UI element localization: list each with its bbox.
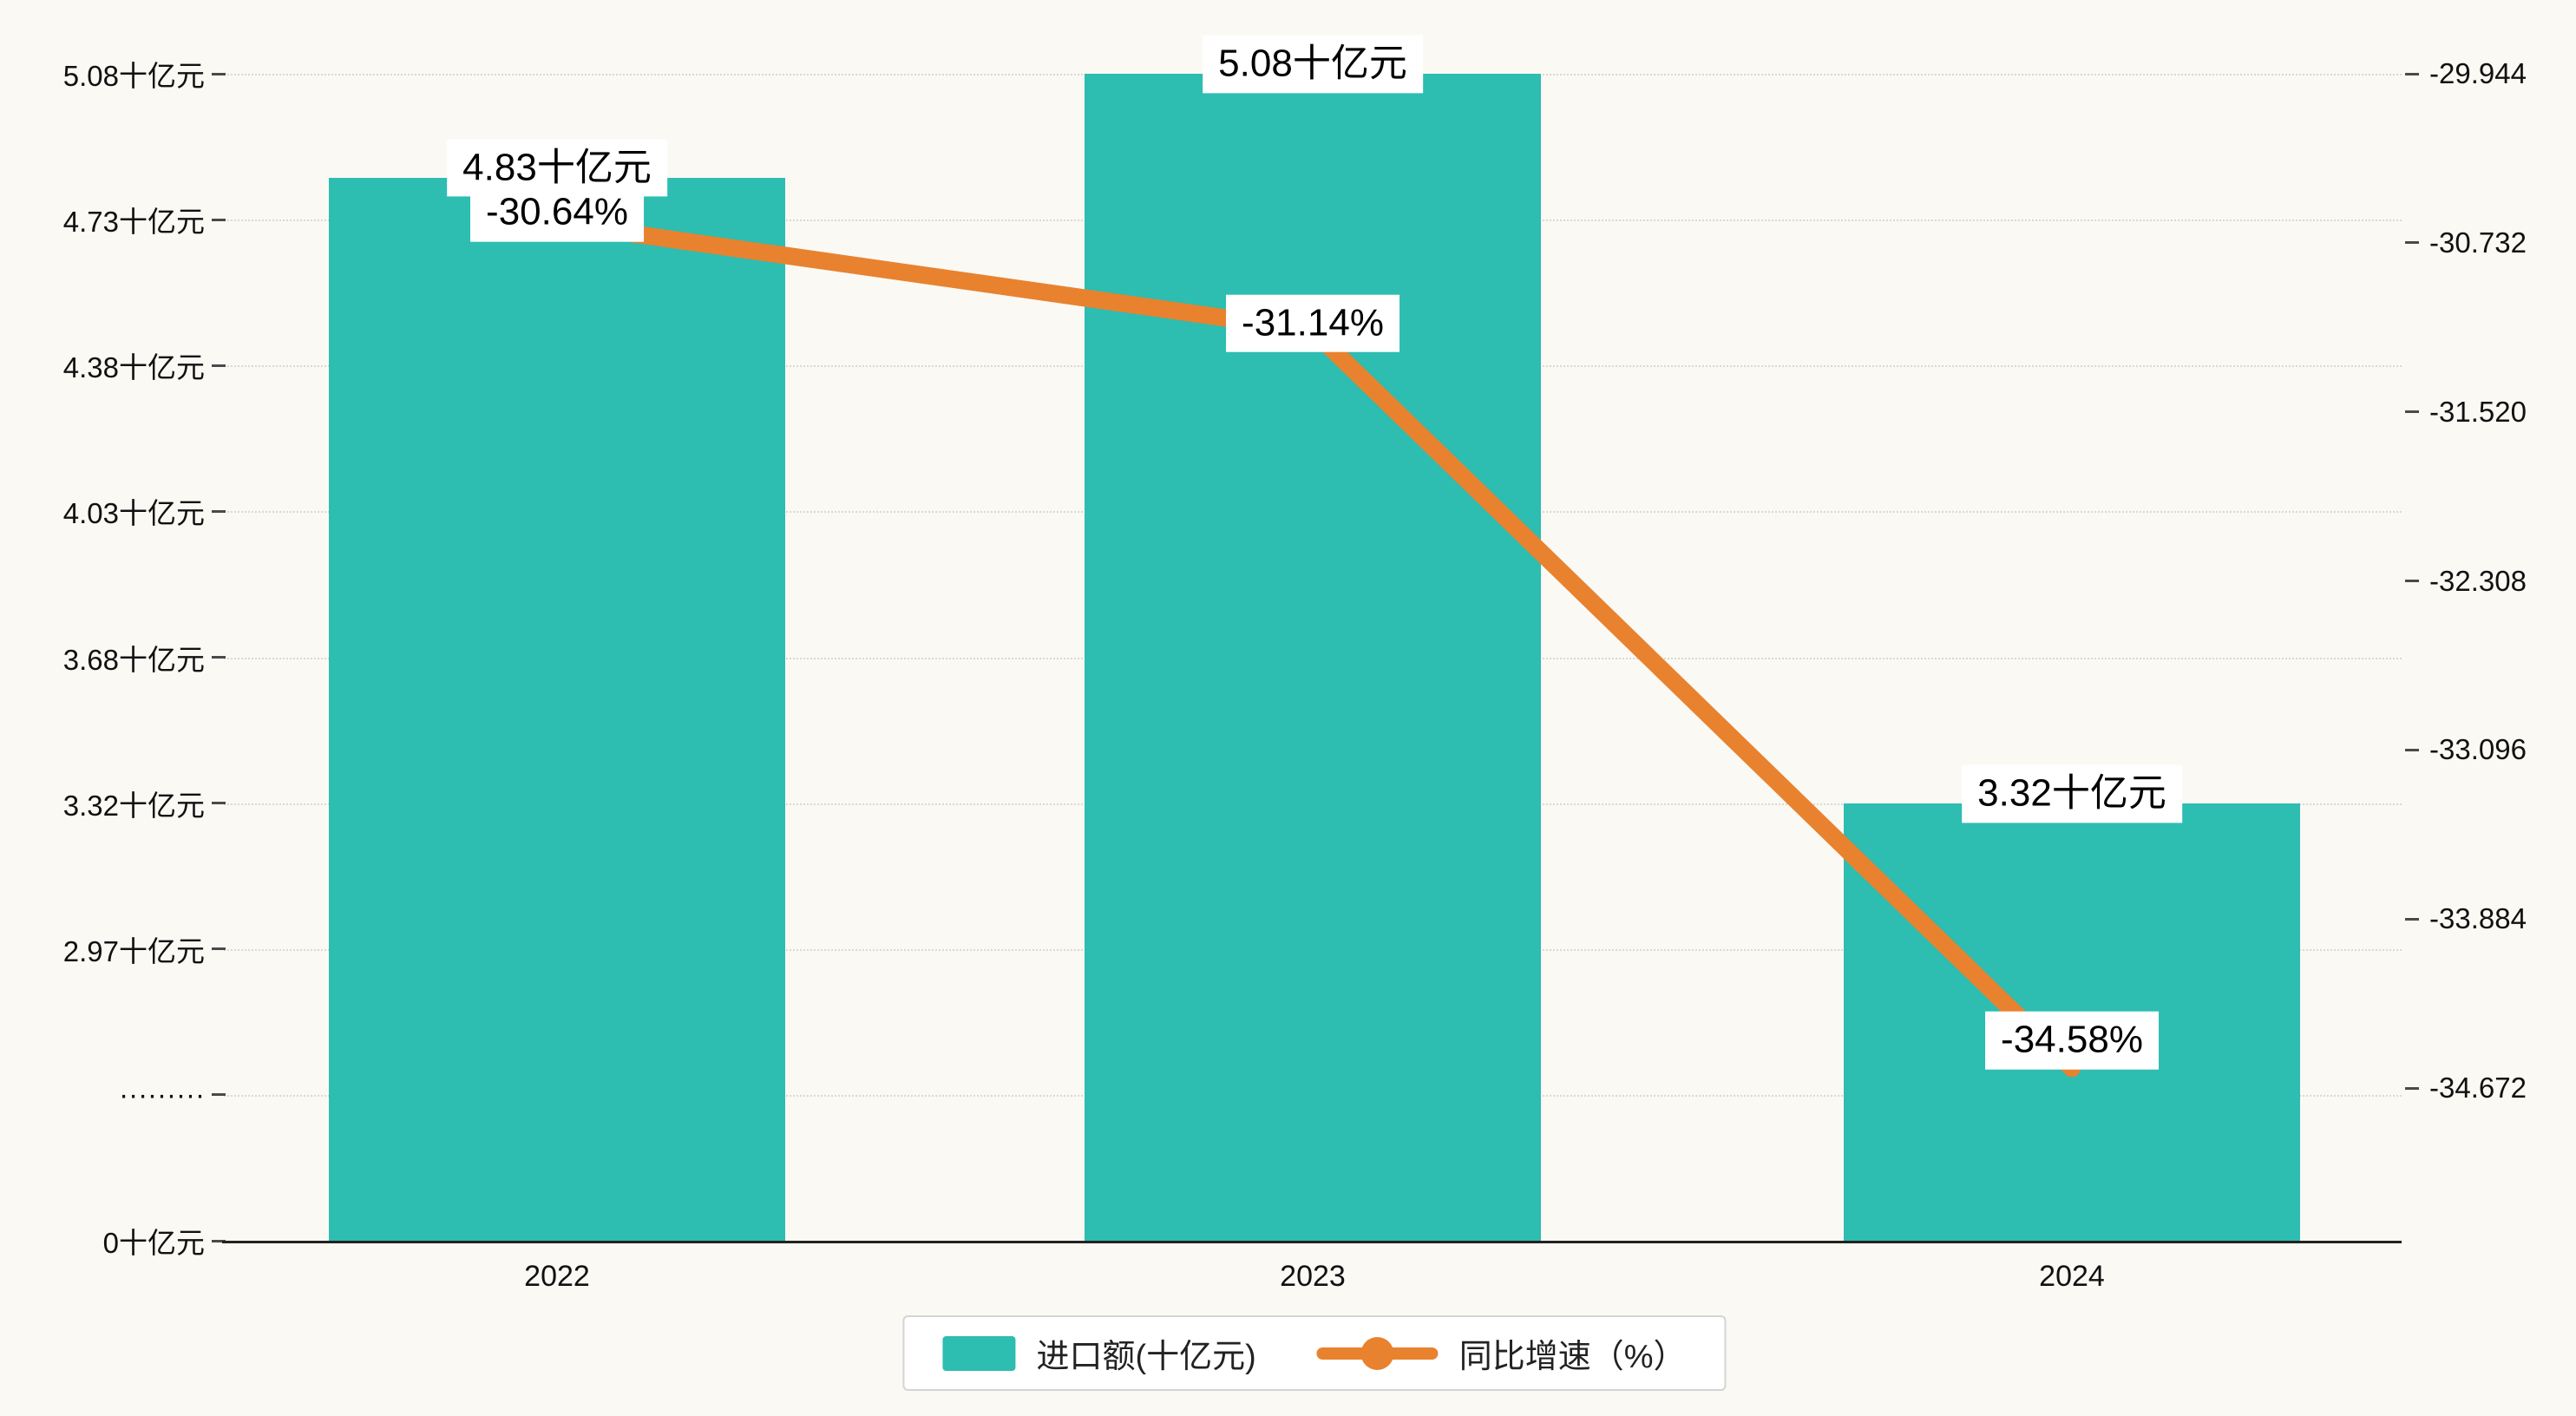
right-axis-tick-label: -31.520 [2429,395,2527,428]
left-axis-tick-label: 4.38十亿元 [62,351,205,384]
line-series-marker [1316,1336,1439,1371]
right-axis-tick-mark [2405,1086,2419,1090]
left-axis-tick-mark [212,509,226,513]
left-axis-tick-label: 3.68十亿元 [62,643,205,676]
right-axis-tick-mark [2405,580,2419,582]
left-axis-tick-mark [212,364,226,367]
left-axis-tick-mark [212,656,226,659]
right-axis-tick-mark [2405,241,2419,245]
line-value-label: -34.58% [1985,1011,2159,1070]
right-axis-tick-label: -30.732 [2429,226,2527,259]
right-axis-tick-mark [2405,72,2419,75]
bar-2023[interactable] [1085,74,1541,1241]
line-value-label: -30.64% [470,183,644,242]
bar-value-label: 3.32十亿元 [1962,764,2182,823]
line-marker-dot [1360,1336,1394,1370]
left-axis-tick-mark [212,1239,226,1242]
left-axis-tick-mark [212,947,226,951]
line-value-label: -31.14% [1226,294,1399,352]
x-axis-label-2024: 2024 [2039,1260,2105,1293]
x-axis-label-2023: 2023 [1280,1260,1346,1293]
right-axis-tick-label: -29.944 [2429,57,2527,89]
bar-value-label: 5.08十亿元 [1203,35,1423,93]
right-axis-tick-label: -34.672 [2429,1072,2527,1104]
left-axis-tick-mark [212,802,226,805]
left-axis-tick-label: 4.73十亿元 [62,206,205,239]
bar-2022[interactable] [329,177,785,1241]
left-axis-tick-mark [212,218,226,221]
right-axis-tick-mark [2405,917,2419,921]
left-axis-tick-label: 3.32十亿元 [62,789,205,822]
legend-item-growth[interactable]: 同比增速（%） [1316,1329,1687,1377]
legend-label-imports: 进口额(十亿元) [1036,1339,1256,1375]
left-axis-tick-label: 0十亿元 [102,1227,205,1259]
bar-series-swatch [942,1335,1016,1371]
right-axis-tick-label: -32.308 [2429,564,2527,597]
left-axis-tick-label: ········· [119,1078,205,1111]
left-axis-tick-mark [212,72,226,75]
x-axis-line [222,1241,2402,1243]
right-axis-tick-label: -33.096 [2429,733,2527,766]
left-axis-tick-mark [212,1093,226,1097]
right-axis-tick-mark [2405,748,2419,751]
left-axis-tick-label: 4.03十亿元 [62,497,205,530]
right-axis-tick-mark [2405,410,2419,414]
left-axis-tick-label: 2.97十亿元 [62,934,205,967]
legend-label-growth: 同比增速（%） [1458,1339,1687,1375]
legend-item-imports[interactable]: 进口额(十亿元) [942,1329,1256,1377]
left-axis-tick-label: 5.08十亿元 [62,60,205,92]
x-axis-label-2022: 2022 [524,1260,590,1293]
legend: 进口额(十亿元) 同比增速（%） [902,1315,1727,1391]
right-axis-tick-label: -33.884 [2429,902,2527,935]
